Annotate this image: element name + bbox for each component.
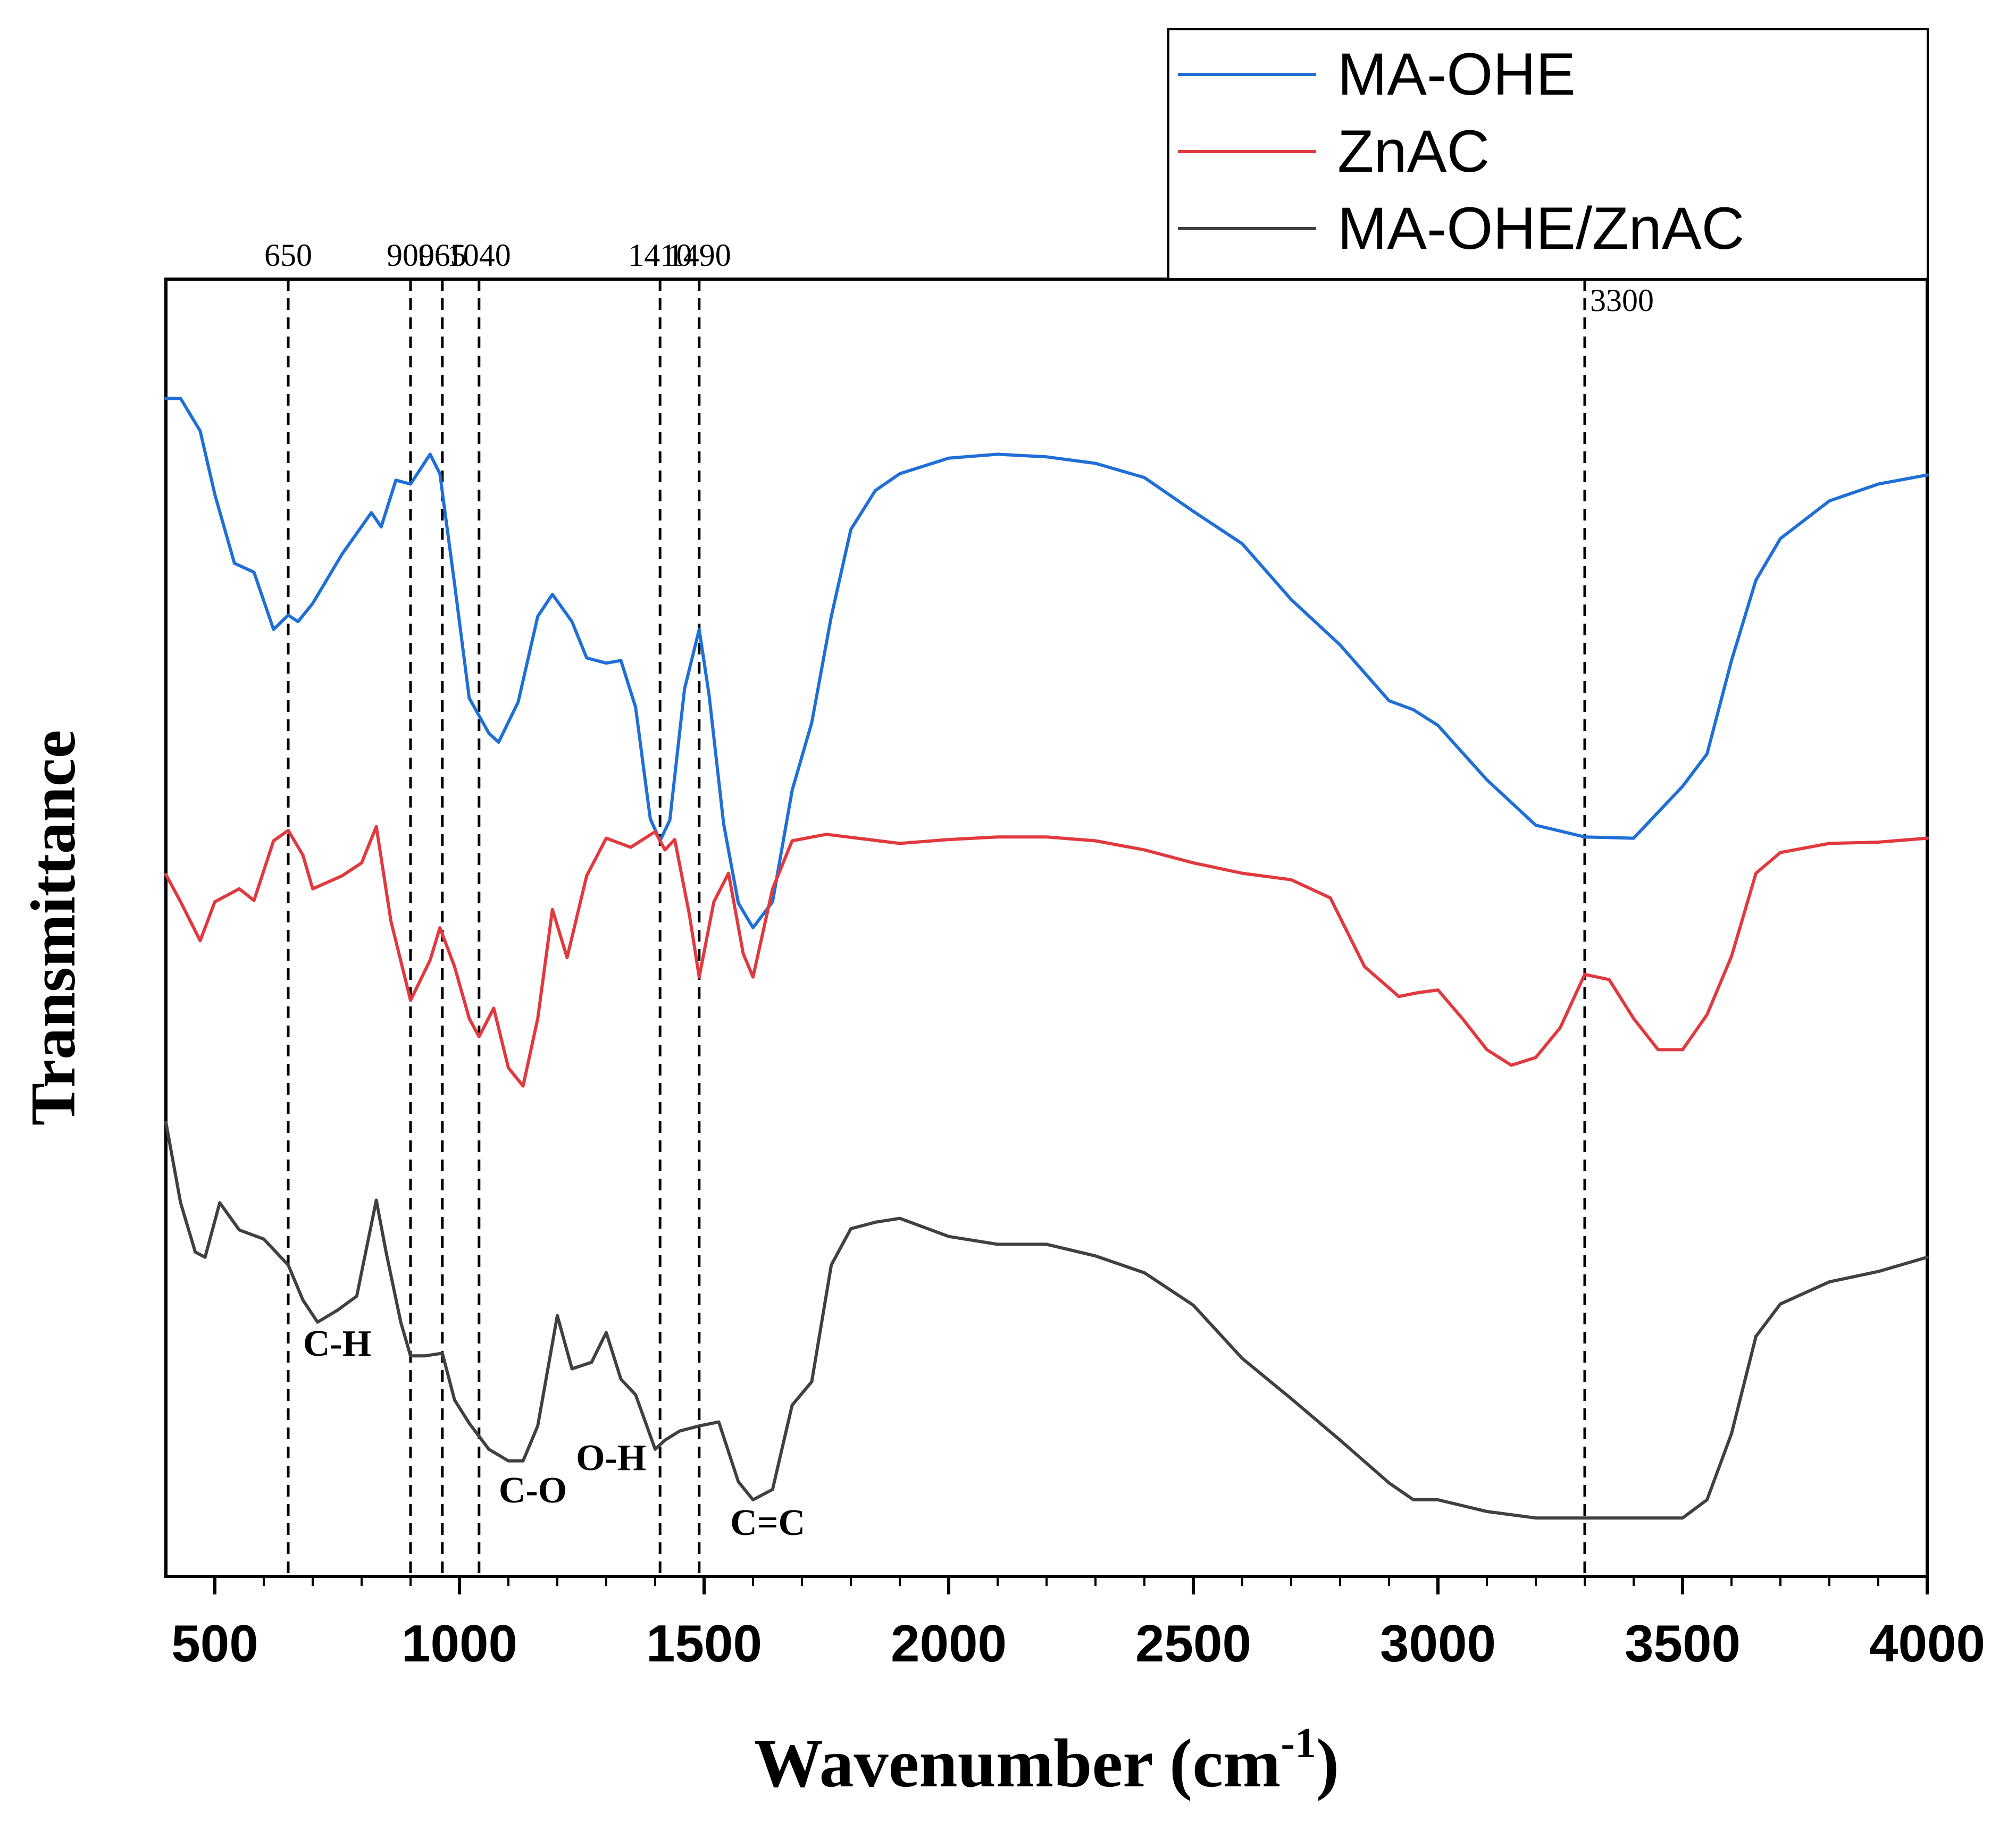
band-label-c-c: C=C [730, 1502, 805, 1543]
x-tick-label-3000: 3000 [1380, 1614, 1496, 1673]
x-axis-ticks: 500 1000 1500 2000 2500 3000 3500 4000 [171, 1576, 1985, 1673]
x-tick-label-2000: 2000 [891, 1614, 1007, 1673]
reference-label-3300: 3300 [1590, 283, 1654, 318]
legend: MA-OHE ZnAC MA-OHE/ZnAC [1167, 28, 1929, 280]
reference-label-650: 650 [264, 238, 312, 273]
y-axis-title: Transmittance [18, 730, 88, 1126]
legend-label-ma-ohe: MA-OHE [1337, 41, 1576, 107]
band-label-c-o: C-O [499, 1470, 567, 1511]
x-tick-label-1500: 1500 [646, 1614, 762, 1673]
series-layer [164, 397, 1929, 1520]
band-annotations: C-H C-OO-H C=C [303, 1323, 805, 1543]
legend-label-znac: ZnAC [1337, 118, 1490, 184]
reference-label-965: 965 [419, 238, 466, 273]
reference-label-900: 900 [387, 238, 434, 273]
x-tick-label-4000: 4000 [1869, 1614, 1985, 1673]
x-axis-title: Wavenumber (cm-1) [754, 1720, 1340, 1802]
x-tick-label-1000: 1000 [401, 1614, 517, 1673]
series-line-ma-ohe-znac [164, 1121, 1929, 1520]
x-tick-label-3500: 3500 [1625, 1614, 1741, 1673]
plot-frame [164, 278, 1929, 1578]
series-line-ma-ohe [164, 397, 1929, 929]
x-axis-title-close: ) [1316, 1725, 1339, 1802]
reference-label-1490: 1490 [667, 238, 731, 273]
series-line-znac [164, 825, 1929, 1088]
band-label-o-h: O-H [576, 1438, 646, 1479]
legend-box [1167, 28, 1929, 280]
x-axis-title-superscript: -1 [1281, 1720, 1316, 1767]
band-label-c-h: C-H [303, 1323, 371, 1364]
x-tick-label-2500: 2500 [1135, 1614, 1251, 1673]
reference-label-1410: 1410 [628, 238, 692, 273]
reference-label-1040: 1040 [447, 238, 511, 273]
x-tick-label-500: 500 [171, 1614, 258, 1673]
legend-label-ma-ohe-znac: MA-OHE/ZnAC [1337, 195, 1744, 262]
x-axis-title-main: Wavenumber (cm [754, 1725, 1281, 1802]
